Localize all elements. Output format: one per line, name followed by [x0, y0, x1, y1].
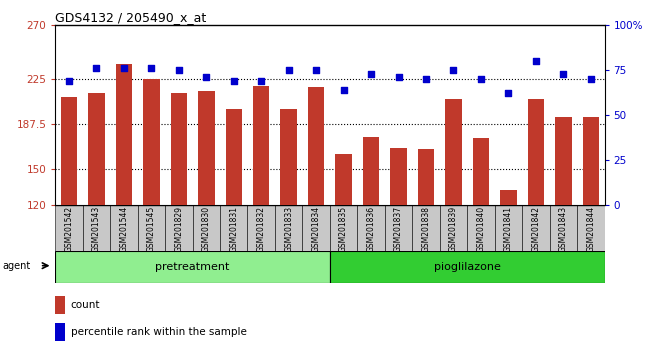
Bar	[248, 205, 275, 251]
Bar	[55, 323, 65, 341]
Point	[119, 65, 129, 71]
Bar	[439, 205, 467, 251]
Bar	[88, 93, 105, 205]
Text: GSM201832: GSM201832	[257, 206, 266, 252]
Text: GSM201544: GSM201544	[120, 206, 129, 252]
Point	[421, 76, 431, 82]
Bar	[495, 205, 522, 251]
Text: agent: agent	[3, 261, 31, 271]
Bar	[253, 86, 270, 205]
Bar	[335, 154, 352, 205]
Bar	[55, 296, 65, 314]
Bar	[60, 97, 77, 205]
Bar	[500, 190, 517, 205]
Text: GSM201830: GSM201830	[202, 206, 211, 252]
Bar	[330, 205, 358, 251]
Text: GSM201839: GSM201839	[449, 206, 458, 252]
Text: GSM201840: GSM201840	[476, 206, 486, 252]
Bar	[412, 205, 439, 251]
Point	[311, 67, 321, 73]
Text: GSM201844: GSM201844	[586, 206, 595, 252]
Bar	[275, 205, 302, 251]
Text: pretreatment: pretreatment	[155, 262, 229, 272]
Bar	[83, 205, 110, 251]
Bar	[55, 205, 83, 251]
Bar	[522, 205, 550, 251]
Text: GSM201837: GSM201837	[394, 206, 403, 252]
Bar	[385, 205, 412, 251]
Point	[530, 58, 541, 64]
Bar	[111, 205, 138, 251]
Text: pioglilazone: pioglilazone	[434, 262, 500, 272]
Bar	[467, 205, 495, 251]
Bar	[308, 87, 324, 205]
Point	[558, 71, 569, 76]
Text: GSM201835: GSM201835	[339, 206, 348, 252]
Bar	[445, 99, 462, 205]
Text: GSM201831: GSM201831	[229, 206, 239, 252]
Bar	[220, 205, 248, 251]
Point	[586, 76, 596, 82]
Bar	[330, 251, 604, 283]
Bar	[555, 118, 571, 205]
Text: GSM201542: GSM201542	[64, 206, 73, 252]
Point	[256, 78, 266, 84]
Bar	[473, 138, 489, 205]
Bar	[170, 93, 187, 205]
Text: GDS4132 / 205490_x_at: GDS4132 / 205490_x_at	[55, 11, 207, 24]
Point	[146, 65, 157, 71]
Bar	[116, 64, 132, 205]
Bar	[358, 205, 385, 251]
Point	[339, 87, 349, 93]
Point	[366, 71, 376, 76]
Point	[201, 74, 211, 80]
Text: GSM201841: GSM201841	[504, 206, 513, 252]
Bar	[280, 109, 297, 205]
Bar	[577, 205, 605, 251]
Point	[448, 67, 459, 73]
Text: GSM201838: GSM201838	[421, 206, 430, 252]
Bar	[55, 251, 330, 283]
Bar	[192, 205, 220, 251]
Point	[393, 74, 404, 80]
Bar	[528, 99, 544, 205]
Text: GSM201842: GSM201842	[531, 206, 540, 252]
Bar	[143, 79, 160, 205]
Bar	[198, 91, 214, 205]
Point	[91, 65, 101, 71]
Text: GSM201833: GSM201833	[284, 206, 293, 252]
Bar	[165, 205, 192, 251]
Bar	[363, 137, 380, 205]
Text: GSM201834: GSM201834	[311, 206, 320, 252]
Point	[283, 67, 294, 73]
Bar	[138, 205, 165, 251]
Bar	[550, 205, 577, 251]
Text: percentile rank within the sample: percentile rank within the sample	[71, 327, 246, 337]
Point	[476, 76, 486, 82]
Point	[174, 67, 184, 73]
Text: GSM201829: GSM201829	[174, 206, 183, 252]
Point	[229, 78, 239, 84]
Bar	[226, 109, 242, 205]
Point	[503, 91, 514, 96]
Bar	[302, 205, 330, 251]
Bar	[418, 149, 434, 205]
Text: count: count	[71, 300, 100, 310]
Text: GSM201836: GSM201836	[367, 206, 376, 252]
Text: GSM201545: GSM201545	[147, 206, 156, 252]
Bar	[582, 118, 599, 205]
Bar	[390, 148, 407, 205]
Text: GSM201543: GSM201543	[92, 206, 101, 252]
Point	[64, 78, 74, 84]
Text: GSM201843: GSM201843	[559, 206, 568, 252]
